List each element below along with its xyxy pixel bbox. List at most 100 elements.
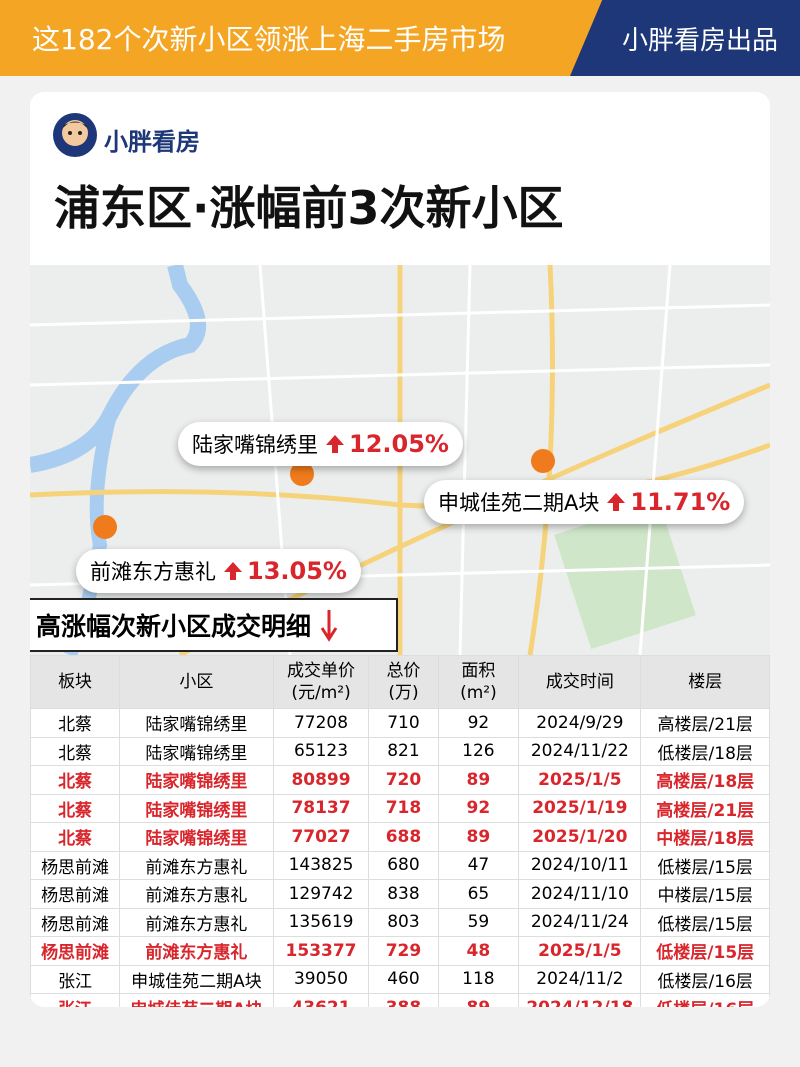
table-cell: 388 [368,993,439,1007]
table-cell: 申城佳苑二期A块 [119,993,274,1007]
table-cell: 陆家嘴锦绣里 [119,708,274,738]
table-cell: 前滩东方惠礼 [119,936,274,966]
table-cell: 前滩东方惠礼 [119,850,274,880]
table-cell: 43621 [272,993,370,1007]
table-cell: 153377 [272,936,370,966]
table-cell: 59 [437,907,520,937]
table-cell: 北蔡 [30,708,121,738]
table-cell: 2024/10/11 [518,850,642,880]
table-cell: 47 [437,850,520,880]
table-cell: 710 [368,708,439,738]
table-cell: 北蔡 [30,822,121,852]
table-cell: 135619 [272,907,370,937]
table-cell: 高楼层/18层 [640,765,770,795]
table-cell: 2024/9/29 [518,708,642,738]
table-cell: 720 [368,765,439,795]
table-cell: 杨思前滩 [30,850,121,880]
table-cell: 65 [437,879,520,909]
up-arrow [326,435,344,453]
table-cell: 陆家嘴锦绣里 [119,765,274,795]
table-cell: 低楼层/16层 [640,964,770,994]
table-cell: 680 [368,850,439,880]
column-label: 成交时间 [545,672,614,692]
column-label: 楼层 [688,672,723,692]
column-header: 小区 [119,655,274,709]
table-cell: 803 [368,907,439,937]
logo-icon [53,113,97,157]
table-cell: 2024/11/2 [518,964,642,994]
column-unit: (万) [388,683,419,703]
up-arrow [224,562,242,580]
column-header: 板块 [30,655,121,709]
table-cell: 杨思前滩 [30,907,121,937]
table-row: 张江 申城佳苑二期A块 39050 460 118 2024/11/2 低楼层/16层 [30,964,770,994]
column-label: 成交单价 [287,661,356,681]
table-cell: 低楼层/15层 [640,850,770,880]
table-cell: 89 [437,822,520,852]
column-label: 小区 [179,672,214,692]
callout: 陆家嘴锦绣里 12.05% [178,422,463,466]
table-cell: 92 [437,793,520,823]
table-cell: 高楼层/21层 [640,708,770,738]
column-unit: (元/m²) [291,683,351,703]
table-cell: 前滩东方惠礼 [119,879,274,909]
table-cell: 高楼层/21层 [640,793,770,823]
column-unit: (m²) [460,683,497,703]
table-row: 张江申城佳苑二期A块43621388892024/12/18低楼层/16层 [30,993,770,1007]
table-row: 杨思前滩 前滩东方惠礼 129742 838 65 2024/11/10 中楼层/15层 [30,879,770,909]
table-row: 杨思前滩 前滩东方惠礼 143825 680 47 2024/10/11 低楼层/15层 [30,850,770,880]
header-title: 这182个次新小区领涨上海二手房市场 [32,23,506,56]
table-cell: 低楼层/15层 [640,907,770,937]
main-title: 浦东区·涨幅前3次新小区 [54,181,564,235]
table-cell: 92 [437,708,520,738]
table-cell: 729 [368,936,439,966]
callout-change: 13.05% [247,557,347,585]
table-cell: 陆家嘴锦绣里 [119,822,274,852]
table-cell: 77027 [272,822,370,852]
table-cell: 2024/11/22 [518,736,642,766]
table-cell: 张江 [30,964,121,994]
table-cell: 2024/11/24 [518,907,642,937]
table-heading: 高涨幅次新小区成交明细 [36,612,312,641]
down-arrow [320,610,338,642]
callout-name: 前滩东方惠礼 [90,560,216,584]
table-cell: 65123 [272,736,370,766]
table-cell: 718 [368,793,439,823]
table-cell: 低楼层/16层 [640,993,770,1007]
table-row: 北蔡 陆家嘴锦绣里 80899 720 89 2025/1/5 高楼层/18层 [30,765,770,795]
brand: 小胖看房出品 [621,26,778,56]
logo-text: 小胖看房 [104,128,200,156]
column-header: 成交单价 (元/m²) [272,655,370,709]
table-cell: 杨思前滩 [30,936,121,966]
table-heading-box: 高涨幅次新小区成交明细 [30,598,398,652]
table-row: 杨思前滩 前滩东方惠礼 135619 803 59 2024/11/24 低楼层/15层 [30,907,770,937]
table-row: 北蔡 陆家嘴锦绣里 65123 821 126 2024/11/22 低楼层/18层 [30,736,770,766]
table-cell: 杨思前滩 [30,879,121,909]
table-cell: 北蔡 [30,765,121,795]
table-cell: 北蔡 [30,793,121,823]
column-header: 楼层 [640,655,770,709]
table-cell: 143825 [272,850,370,880]
table-cell: 低楼层/18层 [640,736,770,766]
table-row: 杨思前滩 前滩东方惠礼 153377 729 48 2025/1/5 低楼层/15层 [30,936,770,966]
callout-name: 申城佳苑二期A块 [438,491,600,515]
table-cell: 80899 [272,765,370,795]
brand-bar: 小胖看房出品 [570,0,800,76]
up-arrow [607,493,626,511]
table-cell: 陆家嘴锦绣里 [119,793,274,823]
table-cell: 89 [437,765,520,795]
column-label: 面积 [461,661,496,681]
callout: 申城佳苑二期A块 11.71% [424,480,745,524]
table-cell: 中楼层/15层 [640,879,770,909]
callout-name: 陆家嘴锦绣里 [192,433,318,457]
table-row: 北蔡 陆家嘴锦绣里 77208 710 92 2024/9/29 高楼层/21层 [30,708,770,738]
table-cell: 前滩东方惠礼 [119,907,274,937]
column-label: 总价 [386,661,421,681]
table-cell: 陆家嘴锦绣里 [119,736,274,766]
table-cell: 低楼层/15层 [640,936,770,966]
table-cell: 78137 [272,793,370,823]
table-cell: 申城佳苑二期A块 [119,964,274,994]
table-cell: 2025/1/20 [518,822,642,852]
column-label: 板块 [58,672,93,692]
table-cell: 89 [437,993,520,1007]
